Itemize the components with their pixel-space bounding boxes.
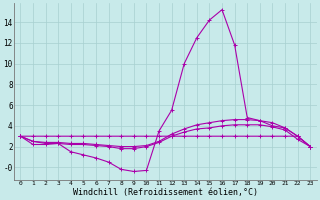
X-axis label: Windchill (Refroidissement éolien,°C): Windchill (Refroidissement éolien,°C) <box>73 188 258 197</box>
